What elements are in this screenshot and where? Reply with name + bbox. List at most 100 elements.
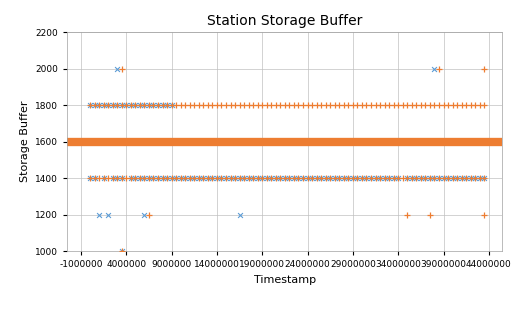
Y-axis label: Storage Buffer: Storage Buffer <box>20 101 30 183</box>
Point <box>462 103 470 108</box>
Point <box>154 103 162 108</box>
Point <box>263 175 271 181</box>
Point <box>358 175 366 181</box>
Point <box>149 175 157 181</box>
Point <box>385 175 393 181</box>
Point <box>145 175 153 181</box>
Point <box>439 175 448 181</box>
Point <box>263 175 271 181</box>
Point <box>299 175 307 181</box>
Point <box>154 103 162 108</box>
Point <box>421 175 429 181</box>
Point <box>140 103 149 108</box>
Point <box>430 175 439 181</box>
Point <box>90 175 98 181</box>
Point <box>335 175 343 181</box>
Point <box>376 175 384 181</box>
Point <box>218 175 226 181</box>
Point <box>340 103 348 108</box>
Point <box>367 175 375 181</box>
Point <box>249 175 257 181</box>
Point <box>299 175 307 181</box>
Point <box>218 175 226 181</box>
Point <box>403 212 411 217</box>
Point <box>453 175 461 181</box>
Point <box>276 103 284 108</box>
Point <box>118 249 126 254</box>
Point <box>226 175 235 181</box>
Point <box>358 175 366 181</box>
Point <box>149 175 157 181</box>
Point <box>385 103 393 108</box>
Point <box>235 103 244 108</box>
Point <box>403 175 411 181</box>
Point <box>371 175 380 181</box>
Point <box>231 175 239 181</box>
Point <box>231 175 239 181</box>
Point <box>131 175 139 181</box>
Point <box>86 175 94 181</box>
Point <box>235 175 244 181</box>
Point <box>258 175 266 181</box>
Point <box>394 175 402 181</box>
Point <box>317 103 325 108</box>
Point <box>380 103 388 108</box>
Point <box>190 103 198 108</box>
Point <box>226 103 235 108</box>
Point <box>467 175 475 181</box>
Point <box>371 175 380 181</box>
Point <box>145 103 153 108</box>
Point <box>480 175 488 181</box>
Point <box>195 175 203 181</box>
Point <box>344 103 353 108</box>
Point <box>213 103 221 108</box>
Point <box>172 103 180 108</box>
Point <box>109 175 117 181</box>
Point <box>113 175 121 181</box>
Point <box>335 175 343 181</box>
Point <box>140 103 149 108</box>
Point <box>471 175 480 181</box>
Point <box>416 103 425 108</box>
Point <box>222 175 230 181</box>
Point <box>190 175 198 181</box>
Point <box>136 175 144 181</box>
Point <box>113 175 121 181</box>
Point <box>416 175 425 181</box>
Point <box>99 103 108 108</box>
Point <box>167 175 176 181</box>
Point <box>104 175 112 181</box>
Point <box>163 175 171 181</box>
Point <box>312 103 321 108</box>
Point <box>380 175 388 181</box>
Point <box>244 175 253 181</box>
Point <box>285 103 294 108</box>
Point <box>145 175 153 181</box>
Point <box>181 175 190 181</box>
Point <box>159 175 167 181</box>
Point <box>240 103 248 108</box>
Point <box>430 175 439 181</box>
Point <box>244 103 253 108</box>
Point <box>380 175 388 181</box>
Point <box>109 103 117 108</box>
Point <box>181 175 190 181</box>
Point <box>390 103 398 108</box>
Point <box>140 212 149 217</box>
Point <box>312 175 321 181</box>
Point <box>272 175 280 181</box>
Point <box>90 175 98 181</box>
Point <box>476 175 484 181</box>
Point <box>435 103 443 108</box>
Point <box>109 103 117 108</box>
Point <box>249 175 257 181</box>
Point <box>140 175 149 181</box>
Point <box>231 103 239 108</box>
Point <box>159 175 167 181</box>
Point <box>363 175 371 181</box>
Point <box>208 175 217 181</box>
Point <box>145 212 153 217</box>
Point <box>195 103 203 108</box>
Point <box>299 103 307 108</box>
Point <box>195 175 203 181</box>
